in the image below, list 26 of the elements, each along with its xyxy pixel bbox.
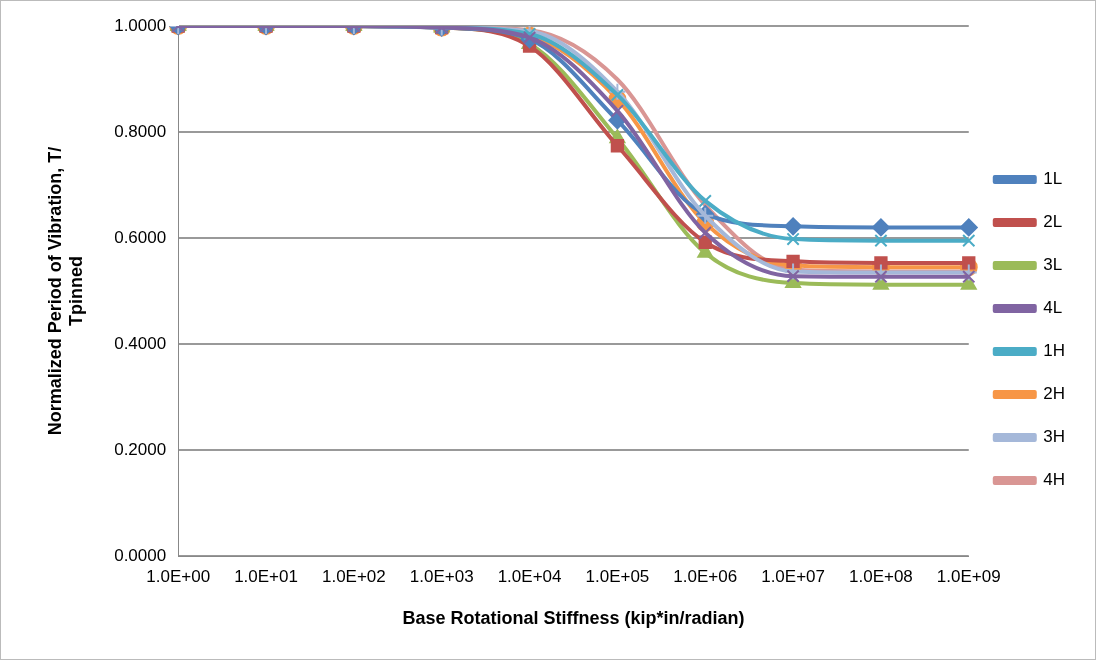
legend-label: 2L [1043, 212, 1063, 232]
legend-label: 3H [1043, 427, 1065, 447]
x-tick-label: 1.0E+04 [497, 566, 562, 586]
y-tick-label: 0.4000 [114, 333, 167, 353]
legend-label: 4L [1043, 298, 1063, 318]
y-tick-label: 0.0000 [114, 545, 167, 565]
x-tick-label: 1.0E+06 [673, 566, 738, 586]
y-tick-label: 0.6000 [114, 227, 167, 247]
x-tick-label: 1.0E+07 [761, 566, 825, 586]
x-tick-label: 1.0E+08 [849, 566, 913, 586]
legend-label: 3L [1043, 255, 1063, 275]
legend-label: 1L [1043, 169, 1063, 189]
legend-label: 4H [1043, 470, 1065, 490]
y-tick-label: 1.0000 [114, 15, 167, 35]
x-tick-label: 1.0E+00 [146, 566, 211, 586]
y-axis-title: Normalized Period of Vibration, T/ Tpinned [44, 146, 87, 436]
x-tick-label: 1.0E+05 [585, 566, 650, 586]
y-tick-label: 0.8000 [114, 121, 167, 141]
y-tick-label: 0.2000 [114, 439, 167, 459]
x-axis-title: Base Rotational Stiffness (kip*in/radian) [402, 608, 745, 629]
legend-label: 1H [1043, 341, 1065, 361]
x-tick-label: 1.0E+02 [321, 566, 386, 586]
legend-label: 2H [1043, 384, 1065, 404]
x-tick-label: 1.0E+03 [409, 566, 474, 586]
x-tick-label: 1.0E+09 [936, 566, 1001, 586]
x-tick-label: 1.0E+01 [234, 566, 298, 586]
